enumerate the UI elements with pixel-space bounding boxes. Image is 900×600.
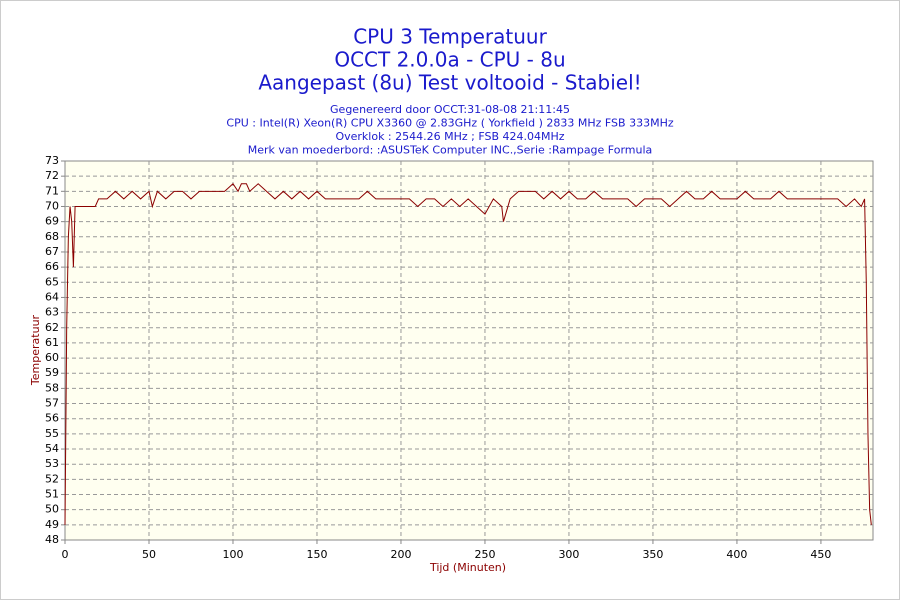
y-tick-label: 66 [45,260,59,273]
y-tick-label: 62 [45,321,59,334]
y-tick-label: 60 [45,351,59,364]
y-tick-label: 72 [45,169,59,182]
plot-area [64,160,874,541]
y-tick-label: 68 [45,230,59,243]
y-tick-label: 56 [45,412,59,425]
chart-subtitle: Merk van moederbord: :ASUSTeK Computer I… [248,144,653,157]
chart-subtitle: Gegenereerd door OCCT:31-08-08 21:11:45 [330,103,570,116]
y-tick-label: 70 [45,199,59,212]
chart-title: CPU 3 Temperatuur [353,25,547,49]
x-tick-label: 150 [306,548,327,561]
chart-subtitle: CPU : Intel(R) Xeon(R) CPU X3360 @ 2.83G… [226,117,673,130]
x-tick-label: 0 [62,548,69,561]
x-tick-label: 300 [558,548,579,561]
y-tick-label: 63 [45,306,59,319]
y-tick-label: 73 [45,154,59,167]
y-tick-label: 55 [45,427,59,440]
chart-subtitle: Overklok : 2544.26 MHz ; FSB 424.04MHz [335,130,564,143]
y-tick-label: 57 [45,397,59,410]
x-tick-label: 350 [642,548,663,561]
y-tick-label: 71 [45,184,59,197]
x-tick-label: 200 [390,548,411,561]
y-tick-label: 54 [45,442,59,455]
x-tick-label: 100 [222,548,243,561]
y-tick-label: 59 [45,366,59,379]
y-tick-label: 48 [45,533,59,546]
y-tick-label: 67 [45,245,59,258]
y-tick-label: 61 [45,336,59,349]
data-line [64,182,872,525]
y-axis-label: Temperatuur [29,314,42,386]
x-tick-label: 450 [810,548,831,561]
chart-title: OCCT 2.0.0a - CPU - 8u [334,48,565,72]
y-tick-label: 52 [45,472,59,485]
y-tick-label: 58 [45,381,59,394]
y-tick-label: 69 [45,215,59,228]
x-tick-label: 400 [726,548,747,561]
y-tick-label: 49 [45,518,59,531]
y-tick-label: 53 [45,457,59,470]
x-tick-label: 250 [474,548,495,561]
chart-title: Aangepast (8u) Test voltooid - Stabiel! [258,71,641,95]
y-tick-label: 65 [45,275,59,288]
y-tick-label: 64 [45,290,59,303]
y-tick-label: 50 [45,503,59,516]
y-tick-label: 51 [45,488,59,501]
x-tick-label: 50 [142,548,156,561]
x-axis-label: Tijd (Minuten) [429,561,506,574]
